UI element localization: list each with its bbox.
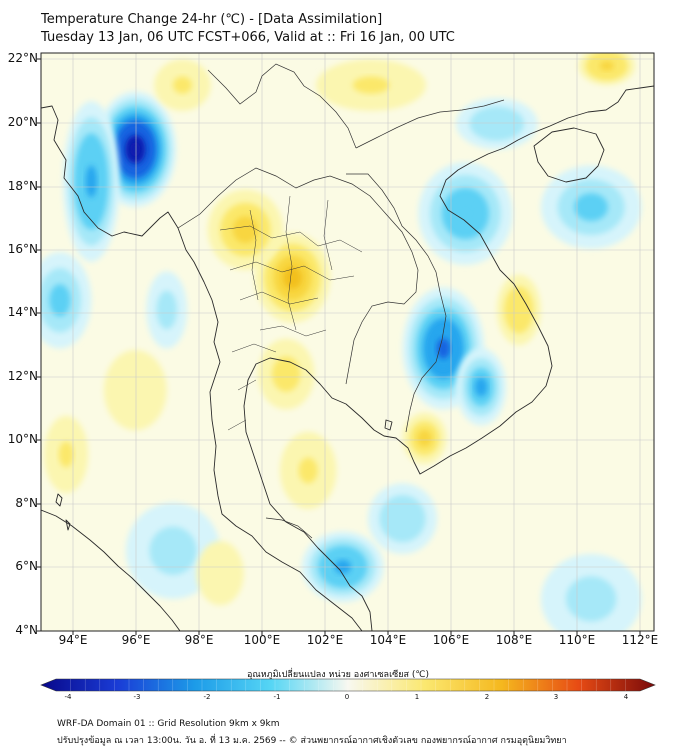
anomaly-contour <box>436 338 451 359</box>
anomaly-contour <box>352 76 390 94</box>
laos-vietnam-border <box>346 173 441 293</box>
lon-label: 108°E <box>495 633 533 647</box>
anomaly-contour <box>130 142 141 157</box>
cambodia-vietnam-border <box>405 291 447 433</box>
anomaly-contour <box>173 76 192 94</box>
anomaly-contour <box>232 216 258 243</box>
lat-label: 6°N <box>15 559 38 573</box>
anomaly-contour <box>298 457 318 484</box>
colorbar-tick: -1 <box>273 693 281 701</box>
anomaly-contour <box>272 356 301 392</box>
map-figure <box>37 52 655 635</box>
colorbar-tick: -3 <box>133 693 141 701</box>
anomaly-contour <box>483 115 511 133</box>
lat-label: 8°N <box>15 496 38 510</box>
china-vietnam-border <box>355 99 505 149</box>
anomaly-contour <box>565 576 617 622</box>
lon-label: 104°E <box>369 633 407 647</box>
anomaly-contour <box>417 429 432 447</box>
footer-update-info: ปรับปรุงข้อมูล ณ เวลา 13:00น. วัน อ. ที่… <box>57 736 567 746</box>
hainan-island <box>533 127 605 183</box>
lon-label: 102°E <box>306 633 344 647</box>
lon-label: 98°E <box>184 633 214 647</box>
temperature-field <box>41 53 642 631</box>
thailand-border <box>177 167 419 385</box>
anomaly-contour <box>474 377 488 397</box>
colorbar-tick: 2 <box>484 693 490 701</box>
axis-ticks <box>37 58 641 635</box>
colorbar-tick: 4 <box>623 693 629 701</box>
anomaly-contour <box>511 298 527 322</box>
lat-label: 16°N <box>7 242 38 256</box>
chart-title: Temperature Change 24-hr (℃) - [Data Ass… <box>41 12 383 27</box>
borders <box>177 63 505 539</box>
anomaly-contour <box>599 61 614 71</box>
mainland-coastline <box>41 85 654 631</box>
anomaly-contour <box>156 290 177 330</box>
colorbar-label: อุณหภูมิเปลี่ยนแปลง หน่วย องศาเซลเซียส (… <box>246 670 430 680</box>
map-frame <box>40 52 655 632</box>
myanmar-china-border <box>207 63 357 149</box>
lat-label: 20°N <box>7 115 38 129</box>
lon-label: 106°E <box>432 633 470 647</box>
anomaly-contour <box>119 370 152 411</box>
colorbar-tick: -4 <box>64 693 72 701</box>
anomaly-contour <box>390 506 415 531</box>
lat-label: 18°N <box>7 179 38 193</box>
coastlines <box>41 85 654 631</box>
colorbar-tick: 3 <box>553 693 559 701</box>
lat-label: 22°N <box>7 51 38 65</box>
malaysia-thailand-border <box>265 517 313 539</box>
lat-label: 4°N <box>15 623 38 637</box>
anomaly-contour <box>49 284 71 317</box>
anomaly-contour <box>208 557 232 590</box>
anomaly-contour <box>58 441 74 468</box>
lon-label: 110°E <box>558 633 596 647</box>
colorbar-tick: 1 <box>414 693 420 701</box>
lat-label: 10°N <box>7 432 38 446</box>
chart-subtitle: Tuesday 13 Jan, 06 UTC FCST+066, Valid a… <box>41 30 455 45</box>
lon-label: 94°E <box>58 633 88 647</box>
lon-label: 96°E <box>121 633 151 647</box>
anomaly-contour <box>453 200 478 227</box>
andaman-islands <box>55 493 71 531</box>
lat-label: 14°N <box>7 305 38 319</box>
colorbar-body <box>40 678 656 692</box>
thai-provinces <box>219 195 363 431</box>
anomaly-contour <box>283 266 302 290</box>
gridlines <box>41 53 654 631</box>
colorbar-separators <box>70 679 626 691</box>
footer-model-info: WRF-DA Domain 01 :: Grid Resolution 9km … <box>57 719 280 729</box>
colorbar-tick: 0 <box>344 693 350 701</box>
anomaly-contour <box>149 526 197 575</box>
lat-label: 12°N <box>7 369 38 383</box>
phu-quoc-island <box>384 419 393 431</box>
colorbar-tick: -2 <box>203 693 211 701</box>
lon-label: 100°E <box>243 633 281 647</box>
colorbar <box>40 678 656 692</box>
lon-label: 112°E <box>621 633 659 647</box>
map-plot-area <box>37 52 655 635</box>
anomaly-contour <box>574 193 608 222</box>
anomaly-contour <box>85 165 97 198</box>
